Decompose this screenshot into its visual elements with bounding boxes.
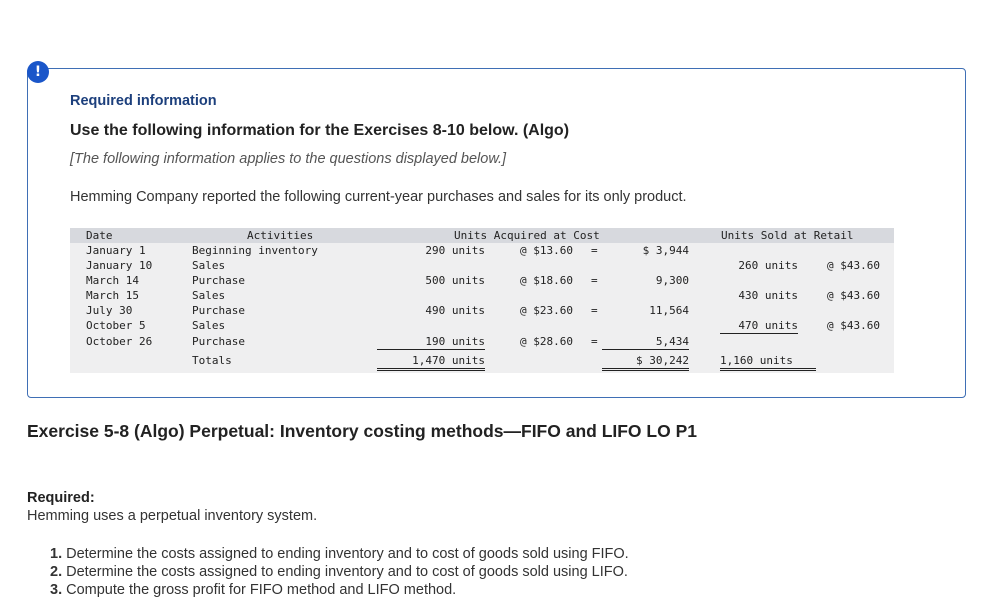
row-activity: Sales [192,319,226,332]
required-text: Hemming uses a perpetual inventory syste… [27,508,318,524]
row-equals: = [591,244,598,257]
inventory-table: Date Activities Units Acquired at Cost U… [70,228,894,373]
item-number: 2. [50,564,63,580]
row-sold-units: 470 units [720,319,798,334]
header-units-sold: Units Sold at Retail [721,229,854,242]
table-header-row [70,228,894,243]
row-acquired-price: @ $18.60 [520,274,573,287]
item-text: Compute the gross profit for FIFO method… [66,582,457,598]
row-activity: Purchase [192,304,245,317]
row-date: October 26 [86,335,153,348]
row-date: January 1 [86,244,146,257]
row-acquired-units: 490 units [425,304,485,317]
row-sold-price: @ $43.60 [827,319,880,332]
required-item-3: 3. Compute the gross profit for FIFO met… [50,582,456,598]
row-acquired-price: @ $23.60 [520,304,573,317]
row-equals: = [591,335,598,348]
header-date: Date [86,229,113,242]
row-acquired-units: 190 units [377,335,485,350]
row-cost: 11,564 [649,304,689,317]
item-number: 3. [50,582,63,598]
row-sold-units: 260 units [738,259,798,272]
item-text: Determine the costs assigned to ending i… [66,546,629,562]
row-activity: Purchase [192,335,245,348]
totals-acquired-units: 1,470 units [377,354,485,371]
row-activity: Purchase [192,274,245,287]
row-acquired-price: @ $13.60 [520,244,573,257]
item-number: 1. [50,546,63,562]
row-activity: Beginning inventory [192,244,318,257]
row-activity: Sales [192,259,226,272]
row-date: March 15 [86,289,139,302]
row-date: October 5 [86,319,146,332]
use-following-heading: Use the following information for the Ex… [70,122,570,139]
row-date: March 14 [86,274,139,287]
row-cost: $ 3,944 [642,244,689,257]
required-item-2: 2. Determine the costs assigned to endin… [50,564,628,580]
alert-icon: ! [27,61,49,83]
exercise-title: Exercise 5-8 (Algo) Perpetual: Inventory… [27,421,697,441]
row-cost: 5,434 [602,335,689,350]
required-label: Required: [27,490,95,506]
row-cost: 9,300 [655,274,689,287]
item-text: Determine the costs assigned to ending i… [66,564,628,580]
row-acquired-units: 500 units [425,274,485,287]
header-activities: Activities [247,229,314,242]
header-units-acquired: Units Acquired at Cost [454,229,600,242]
row-sold-price: @ $43.60 [827,259,880,272]
row-date: July 30 [86,304,133,317]
required-item-1: 1. Determine the costs assigned to endin… [50,546,629,562]
row-equals: = [591,304,598,317]
required-information-box [27,68,966,398]
totals-label: Totals [192,354,232,367]
row-equals: = [591,274,598,287]
totals-sold-units: 1,160 units [720,354,816,371]
totals-cost: $ 30,242 [602,354,689,371]
intro-text: Hemming Company reported the following c… [70,189,687,205]
row-acquired-price: @ $28.60 [520,335,573,348]
applies-note: [The following information applies to th… [70,151,507,167]
required-information-heading: Required information [70,93,217,109]
row-sold-price: @ $43.60 [827,289,880,302]
row-date: January 10 [86,259,153,272]
row-activity: Sales [192,289,226,302]
row-sold-units: 430 units [738,289,798,302]
row-acquired-units: 290 units [425,244,485,257]
